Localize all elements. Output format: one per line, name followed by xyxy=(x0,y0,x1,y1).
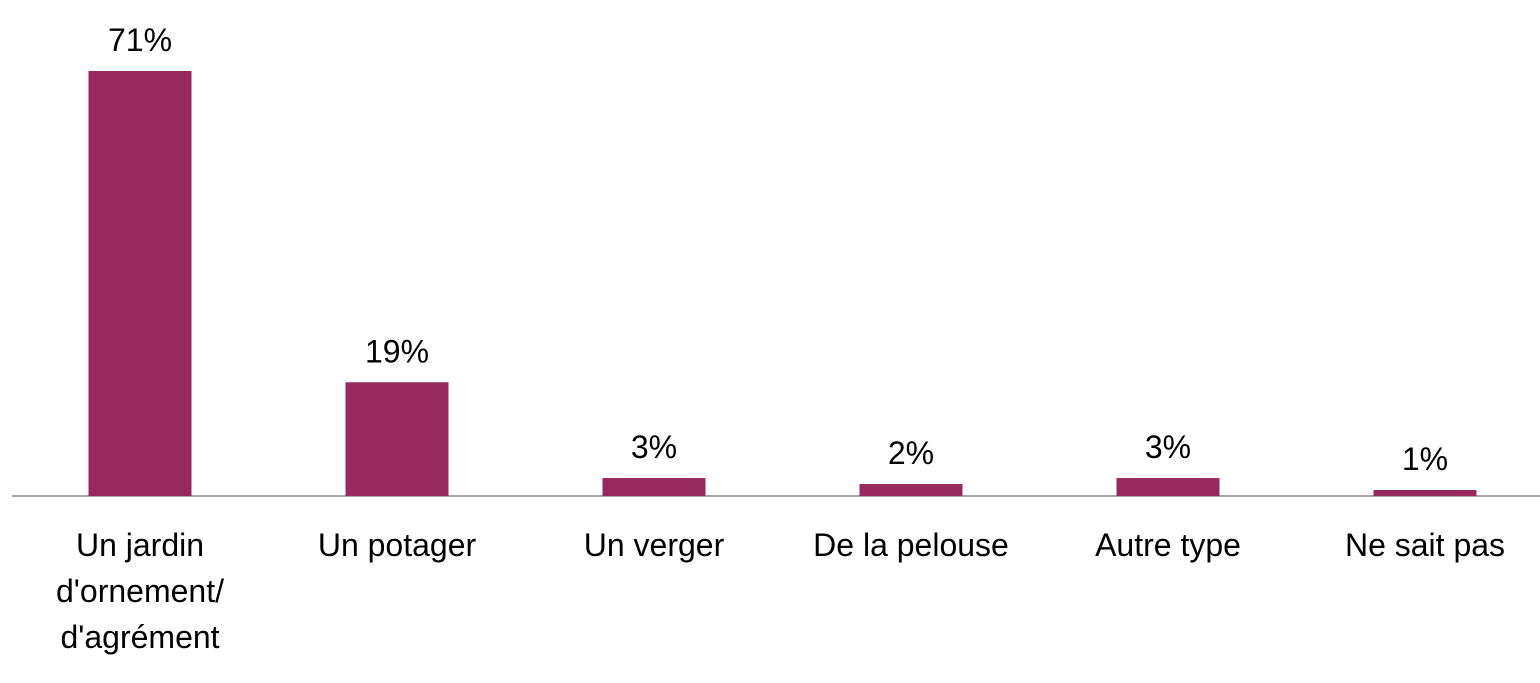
x-tick-label: Un potager xyxy=(317,527,477,563)
data-label: 3% xyxy=(631,429,677,465)
bar xyxy=(1116,478,1220,496)
data-label: 19% xyxy=(365,333,429,369)
bar xyxy=(345,382,449,496)
data-label: 2% xyxy=(888,435,934,471)
x-tick-label: Ne sait pas xyxy=(1344,527,1506,563)
x-tick-label: Autre type xyxy=(1095,527,1241,563)
bar xyxy=(859,484,963,496)
bar xyxy=(602,478,706,496)
data-label: 3% xyxy=(1145,429,1191,465)
x-tick-label: Un jardin d'ornement/ d'agrément xyxy=(56,527,224,655)
x-tick-label: Un verger xyxy=(583,527,725,563)
bar xyxy=(1373,490,1477,496)
x-tick-label: De la pelouse xyxy=(813,527,1009,563)
data-label: 71% xyxy=(108,22,172,58)
bar xyxy=(88,71,192,496)
data-label: 1% xyxy=(1402,441,1448,477)
